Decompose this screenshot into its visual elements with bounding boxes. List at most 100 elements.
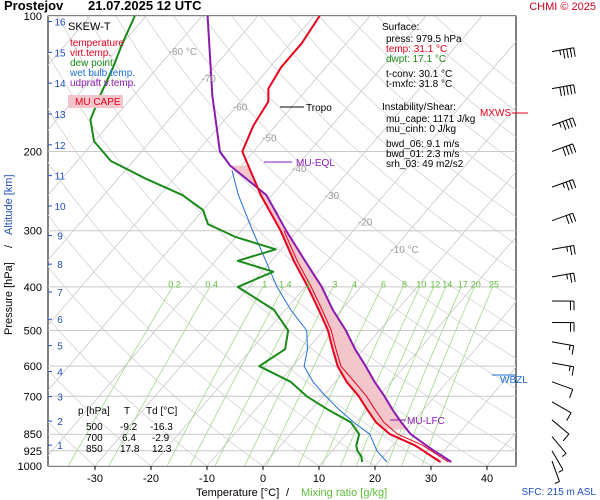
legend-dew-point: dew point	[70, 58, 113, 69]
cape-area	[230, 165, 407, 430]
altitude-tick-4: 4	[57, 367, 63, 378]
dry-adiabat--30	[48, 421, 96, 466]
mxws-label: MXWS	[480, 108, 511, 119]
pressure-tick-850: 850	[24, 429, 42, 441]
surface-info: Surface: press: 979.5 hPa temp: 31.1 °C …	[382, 22, 462, 90]
wind-barb-4	[551, 179, 577, 191]
isotherm-label-2: -60	[233, 102, 248, 113]
altitude-tick-15: 15	[54, 48, 66, 59]
wind-barb-14	[551, 419, 570, 442]
isotherm-0	[262, 171, 516, 466]
level-table: p [hPa] T Td [°C] 500 -9.2 -16.3 700 6.4…	[78, 406, 177, 455]
dry-adiabat-80	[144, 16, 516, 360]
surface-tconv: t-conv: 30.1 °C	[386, 69, 452, 80]
altitude-tick-5: 5	[57, 342, 63, 353]
isotherm-label-4: -40	[292, 164, 307, 175]
dry-adiabat-20	[48, 161, 376, 466]
table-row-700-td: -2.9	[152, 433, 170, 444]
isotherm-label-1: -70	[201, 74, 216, 85]
y-axis-label-pressure: Pressure [hPa]	[3, 262, 15, 335]
mixing-ratio-label-20: 20	[471, 280, 481, 290]
sounding-datetime: 21.07.2025 12 UTC	[88, 0, 202, 13]
dry-adiabat-10	[48, 214, 320, 466]
altitude-tick-3: 3	[57, 393, 63, 404]
altitude-tick-8: 8	[57, 260, 63, 271]
pressure-tick-700: 700	[24, 391, 42, 403]
temp-tick--10: -10	[199, 473, 215, 485]
legend-updraft-vtemp: udpraft v.temp.	[70, 78, 136, 89]
temp-tick-30: 30	[425, 473, 437, 485]
altitude-tick-1: 1	[57, 441, 63, 452]
isotherm--70	[48, 16, 259, 261]
mixing-ratio-label-8: 8	[402, 280, 407, 290]
series-temperature	[241, 16, 442, 463]
tropo-label: Tropo	[306, 103, 332, 114]
mixing-ratio-line-25	[421, 286, 493, 466]
mixing-ratio-label-0.4: 0.4	[205, 280, 218, 290]
altitude-tick-9: 9	[57, 232, 63, 243]
mixing-ratio-label-12: 12	[430, 280, 440, 290]
table-row-500-td: -16.3	[150, 422, 173, 433]
mixing-ratio-label-10: 10	[416, 280, 426, 290]
instability-bwd01: bwd_01: 2.3 m/s	[386, 149, 459, 160]
wind-barb-1	[551, 84, 576, 97]
mixing-ratio-label-1: 1	[262, 280, 267, 290]
isotherm-50	[543, 16, 600, 466]
instability-bwd06: bwd_06: 9.1 m/s	[386, 139, 459, 150]
temp-tick-0: 0	[260, 473, 266, 485]
pressure-tick-300: 300	[24, 226, 42, 238]
table-row-500-t: -9.2	[120, 422, 138, 433]
mixing-ratio-line-2	[214, 286, 307, 466]
temp-tick-20: 20	[369, 473, 381, 485]
table-header-td: Td [°C]	[146, 406, 177, 417]
series-udpraft-v-temp-	[206, 16, 452, 463]
y-axis-label-separator: /	[3, 244, 15, 248]
mixing-ratio-label-17: 17	[458, 280, 468, 290]
surface-dwpt: dwpt: 17.1 °C	[386, 54, 446, 65]
legend-mu-cape: MU CAPE	[75, 97, 121, 108]
mixing-ratio-label-6: 6	[381, 280, 386, 290]
mixing-ratio-label-1.4: 1.4	[279, 280, 292, 290]
mixing-ratio-line-1.4	[189, 286, 284, 466]
wind-barb-0	[551, 47, 576, 59]
dry-adiabat-180	[434, 16, 516, 86]
isotherm--20	[150, 40, 516, 466]
legend-virt-temp: virt.temp.	[70, 48, 111, 59]
mixing-ratio-label-3: 3	[332, 280, 337, 290]
mixing-ratio-label-14: 14	[442, 280, 452, 290]
legend: SKEW-T temperature virt.temp. dew point …	[68, 21, 136, 108]
surface-title: Surface:	[382, 22, 419, 33]
pressure-tick-500: 500	[24, 326, 42, 338]
mixing-ratio-label-4: 4	[352, 280, 357, 290]
wind-barb-5	[551, 212, 577, 225]
legend-wet-bulb: wet bulb temp.	[69, 68, 135, 79]
mu-eql-label: MU-EQL	[296, 158, 335, 169]
pressure-tick-600: 600	[24, 361, 42, 373]
altitude-tick-16: 16	[54, 18, 66, 29]
wind-barb-6	[551, 245, 576, 256]
mixing-ratio-label-2: 2	[306, 280, 311, 290]
wbzl-label: WBZL	[500, 375, 528, 386]
surface-tmxfc: t-mxfc: 31.8 °C	[386, 79, 452, 90]
legend-temperature: temperature	[70, 38, 124, 49]
isotherm--10	[206, 106, 516, 466]
isotherm--60	[48, 16, 315, 326]
isotherm-40	[486, 431, 516, 466]
dry-adiabat-70	[115, 16, 516, 390]
x-axis-label-temperature: Temperature [°C]	[196, 487, 279, 499]
legend-title: SKEW-T	[68, 21, 111, 33]
table-row-500-p: 500	[86, 422, 103, 433]
altitude-tick-2: 2	[57, 417, 63, 428]
x-axis-label-mixing: Mixing ratio [g/kg]	[301, 487, 387, 499]
legend-mu-cape-box	[68, 95, 123, 108]
dry-adiabat--20	[48, 369, 152, 466]
wind-barb-9	[551, 322, 575, 332]
instability-srh03: srh_03: 49 m2/s2	[386, 159, 464, 170]
wind-barb-2	[551, 117, 577, 131]
altitude-tick-7: 7	[57, 288, 63, 299]
pressure-tick-200: 200	[24, 147, 42, 159]
isotherm-30	[430, 366, 516, 466]
temp-tick--20: -20	[143, 473, 159, 485]
table-row-850-td: 12.3	[152, 444, 172, 455]
